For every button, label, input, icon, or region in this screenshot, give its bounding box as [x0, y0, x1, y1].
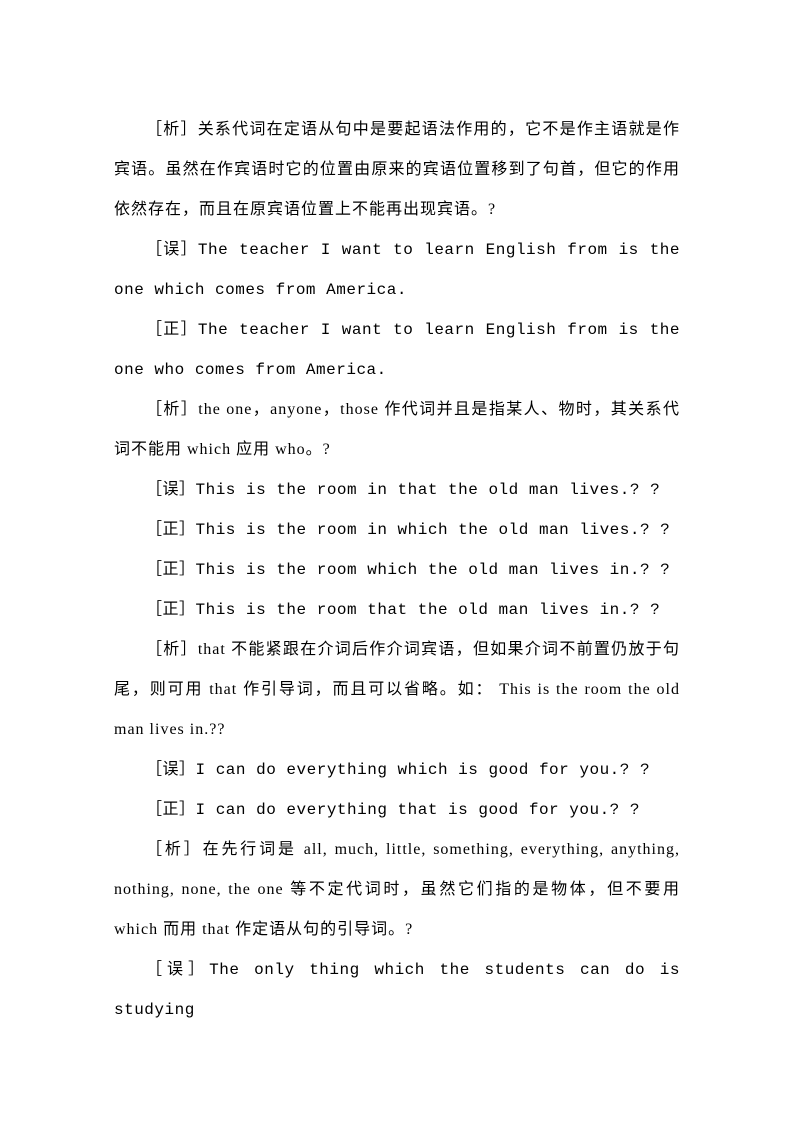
paragraph-4: ［析］the one，anyone，those 作代词并且是指某人、物时，其关系… [114, 390, 680, 470]
paragraph-8: ［正］This is the room that the old man liv… [114, 590, 680, 630]
paragraph-7: ［正］This is the room which the old man li… [114, 550, 680, 590]
paragraph-3: ［正］The teacher I want to learn English f… [114, 310, 680, 390]
text-line: ［正］This is the room in which the old man… [146, 521, 670, 539]
text-line: ［正］I can do everything that is good for … [146, 801, 640, 819]
text-line: ［正］This is the room which the old man li… [146, 561, 670, 579]
paragraph-12: ［析］在先行词是 all, much, little, something, e… [114, 830, 680, 950]
paragraph-13: ［误］The only thing which the students can… [114, 950, 680, 1030]
paragraph-10: ［误］I can do everything which is good for… [114, 750, 680, 790]
paragraph-1: ［析］关系代词在定语从句中是要起语法作用的，它不是作主语就是作宾语。虽然在作宾语… [114, 110, 680, 230]
paragraph-9: ［析］that 不能紧跟在介词后作介词宾语，但如果介词不前置仍放于句尾，则可用 … [114, 630, 680, 750]
paragraph-2: ［误］The teacher I want to learn English f… [114, 230, 680, 310]
paragraph-11: ［正］I can do everything that is good for … [114, 790, 680, 830]
text-line: ［正］The teacher I want to learn English f… [114, 321, 680, 379]
text-line: ［误］The teacher I want to learn English f… [114, 241, 680, 299]
paragraph-5: ［误］This is the room in that the old man … [114, 470, 680, 510]
document-content: ［析］关系代词在定语从句中是要起语法作用的，它不是作主语就是作宾语。虽然在作宾语… [114, 110, 680, 1030]
paragraph-6: ［正］This is the room in which the old man… [114, 510, 680, 550]
text-line: ［误］This is the room in that the old man … [146, 481, 660, 499]
text-line: ［误］The only thing which the students can… [114, 961, 680, 1019]
text-line: ［正］This is the room that the old man liv… [146, 601, 660, 619]
text-line: ［误］I can do everything which is good for… [146, 761, 650, 779]
